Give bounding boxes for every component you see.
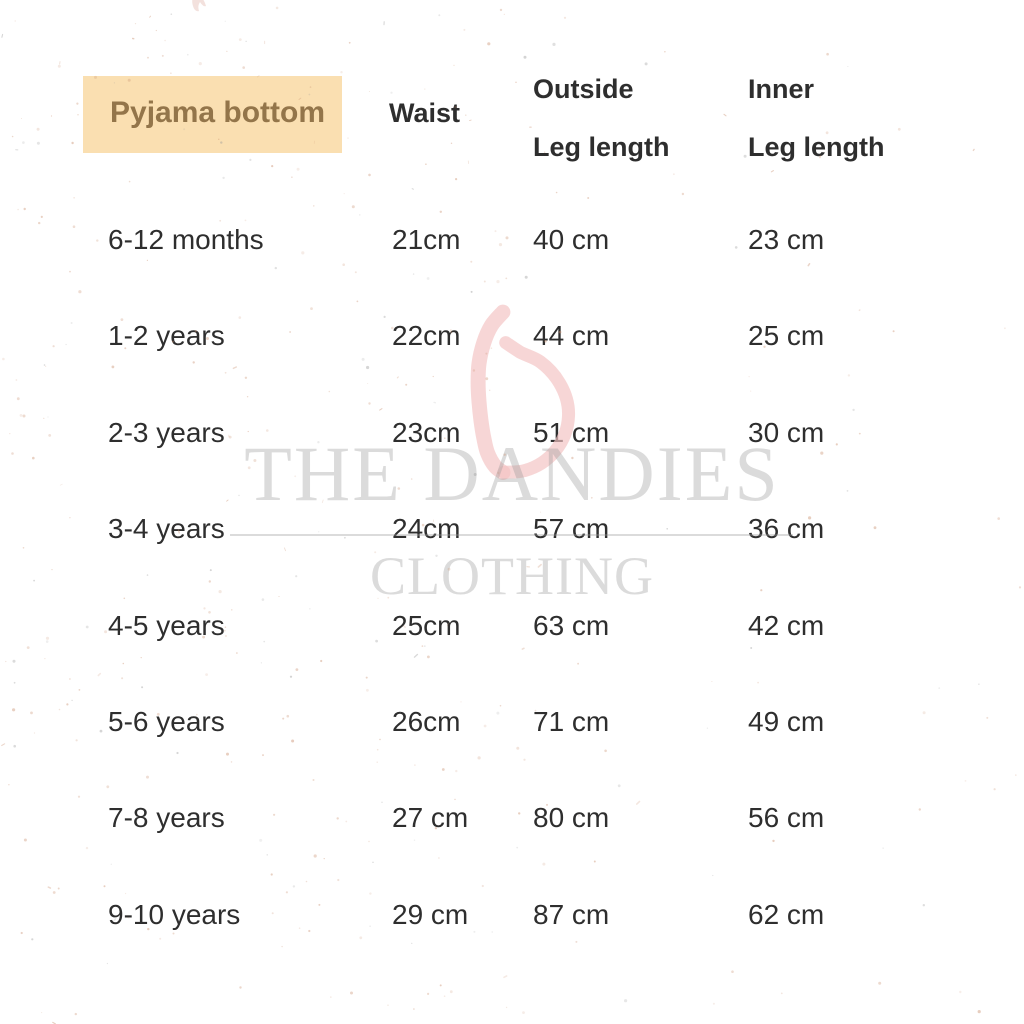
svg-text:THE DANDIES: THE DANDIES [244,430,779,517]
svg-text:CLOTHING: CLOTHING [370,546,654,606]
